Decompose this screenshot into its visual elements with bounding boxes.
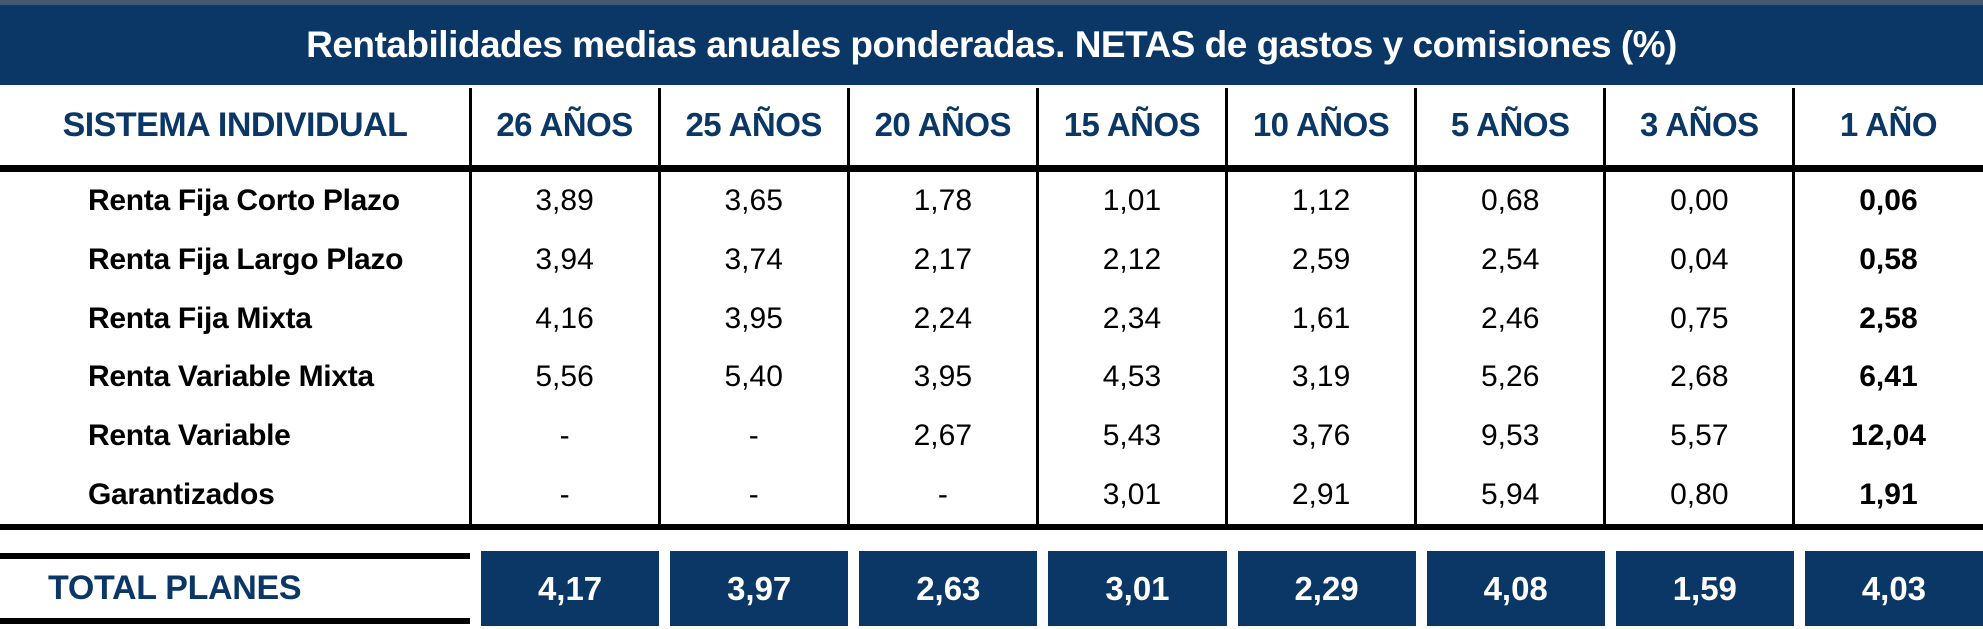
- table-row: Renta Fija Corto Plazo 3,89 3,65 1,78 1,01 1,…: [0, 172, 1983, 231]
- table-header-row: SISTEMA INDIVIDUAL 26 AÑOS 25 AÑOS 20 AÑOS 1…: [0, 85, 1983, 165]
- data-cell: 9,53: [1480, 418, 1540, 452]
- data-cell: 3,95: [724, 301, 783, 335]
- total-value-cell: 1,59: [1615, 551, 1794, 626]
- data-cell: 0,68: [1480, 184, 1540, 218]
- data-cell: 4,53: [1102, 360, 1162, 394]
- total-row: TOTAL PLANES 4,17 3,97 2,63 3,01 2,29 4,08 1,59…: [0, 551, 1983, 626]
- data-cell: -: [559, 418, 570, 452]
- data-cell: 5,43: [1102, 418, 1162, 452]
- data-cell: 12,04: [1850, 418, 1926, 452]
- data-cell: 2,68: [1670, 360, 1729, 394]
- data-cell: 1,61: [1291, 301, 1351, 335]
- title-bar: Rentabilidades medias anuales ponderadas…: [0, 0, 1983, 85]
- data-cell: -: [559, 477, 570, 511]
- table-row: Renta Fija Mixta 4,16 3,95 2,24 2,34 1,61 2,46…: [0, 289, 1983, 348]
- column-header-sistema-individual: SISTEMA INDIVIDUAL: [62, 105, 408, 144]
- data-cell: 0,58: [1859, 242, 1918, 276]
- data-cell: -: [748, 477, 759, 511]
- data-cell: 4,16: [535, 301, 594, 335]
- data-cell: 0,80: [1670, 477, 1729, 511]
- data-cell: 2,58: [1859, 301, 1918, 335]
- total-label: TOTAL PLANES: [0, 553, 470, 624]
- data-cell: 6,41: [1859, 360, 1918, 394]
- data-cell: 2,17: [913, 242, 972, 276]
- data-cell: 1,12: [1291, 184, 1351, 218]
- column-header-5: 5 AÑOS: [1450, 106, 1570, 143]
- row-label: Renta Variable: [88, 418, 291, 452]
- data-cell: 1,01: [1102, 184, 1162, 218]
- data-cell: 5,56: [535, 360, 594, 394]
- row-label: Renta Variable Mixta: [88, 360, 374, 394]
- total-value-cell: 4,17: [481, 551, 660, 626]
- total-value-cell: 2,29: [1237, 551, 1416, 626]
- total-value-cell: 2,63: [859, 551, 1038, 626]
- total-value-cell: 4,03: [1804, 551, 1983, 626]
- data-cell: 2,91: [1291, 477, 1351, 511]
- column-separator-line: [1414, 88, 1418, 524]
- data-cell: 2,34: [1102, 301, 1162, 335]
- column-header-0: 26 AÑOS: [496, 106, 633, 143]
- data-cell: 3,19: [1291, 360, 1351, 394]
- row-label: Renta Fija Largo Plazo: [88, 242, 404, 276]
- column-header-4: 10 AÑOS: [1252, 106, 1390, 143]
- column-separator-line: [1035, 88, 1039, 524]
- data-cell: 5,40: [724, 360, 783, 394]
- data-cell: 3,95: [913, 360, 972, 394]
- row-label: Renta Fija Corto Plazo: [88, 184, 400, 218]
- column-header-2: 20 AÑOS: [874, 106, 1012, 143]
- data-cell: 5,94: [1480, 477, 1540, 511]
- data-cell: 0,00: [1670, 184, 1729, 218]
- data-cell: -: [748, 418, 759, 452]
- column-header-3: 15 AÑOS: [1063, 106, 1201, 143]
- column-separator-line: [846, 88, 850, 524]
- column-separator-line: [468, 88, 472, 524]
- data-cell: 5,26: [1480, 360, 1540, 394]
- total-value-cell: 3,97: [670, 551, 849, 626]
- table-row: Renta Variable Mixta 5,56 5,40 3,95 4,53 3,19…: [0, 348, 1983, 407]
- data-cell: 2,54: [1480, 242, 1540, 276]
- data-cell: 5,57: [1670, 418, 1729, 452]
- data-cell: 2,59: [1291, 242, 1351, 276]
- data-cell: 3,76: [1291, 418, 1351, 452]
- data-cell: 2,67: [913, 418, 972, 452]
- total-value-cell: 4,08: [1426, 551, 1605, 626]
- column-header-6: 3 AÑOS: [1639, 106, 1759, 143]
- data-cell: 3,89: [535, 184, 594, 218]
- table-body: Renta Fija Corto Plazo 3,89 3,65 1,78 1,01 1,…: [0, 172, 1983, 524]
- table-row: Renta Fija Largo Plazo 3,94 3,74 2,17 2,12 2,…: [0, 231, 1983, 290]
- data-cell: -: [937, 477, 948, 511]
- data-cell: 3,01: [1102, 477, 1162, 511]
- column-header-7: 1 AÑO: [1839, 106, 1938, 143]
- body-bottom-line: [0, 524, 1983, 530]
- data-cell: 1,78: [913, 184, 972, 218]
- data-cell: 0,75: [1670, 301, 1729, 335]
- column-separator-line: [1603, 88, 1607, 524]
- table-title: Rentabilidades medias anuales ponderadas…: [306, 24, 1677, 65]
- column-separator-line: [1225, 88, 1228, 524]
- column-separator-line: [1792, 88, 1796, 524]
- row-label: Renta Fija Mixta: [88, 301, 312, 335]
- column-separator-line: [657, 88, 661, 524]
- data-cell: 2,24: [913, 301, 972, 335]
- column-header-1: 25 AÑOS: [685, 106, 822, 143]
- data-cell: 0,06: [1859, 184, 1918, 218]
- data-cell: 1,91: [1859, 477, 1918, 511]
- total-value-cell: 3,01: [1048, 551, 1227, 626]
- data-cell: 2,12: [1102, 242, 1162, 276]
- data-cell: 3,65: [724, 184, 783, 218]
- table-row: Renta Variable - - 2,67 5,43 3,76 9,53 5,57 12,0…: [0, 407, 1983, 466]
- data-cell: 0,04: [1670, 242, 1729, 276]
- table-row: Garantizados - - - 3,01 2,91 5,94 0,80 1,91: [0, 465, 1983, 524]
- row-label: Garantizados: [88, 477, 275, 511]
- data-cell: 3,94: [535, 242, 594, 276]
- data-cell: 3,74: [724, 242, 783, 276]
- data-cell: 2,46: [1480, 301, 1540, 335]
- header-divider-line: [0, 165, 1983, 172]
